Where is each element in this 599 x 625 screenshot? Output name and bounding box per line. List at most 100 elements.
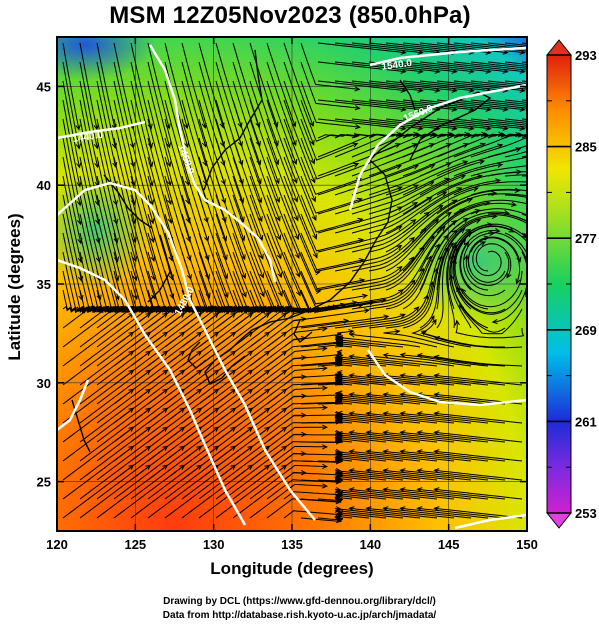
streamline-arrowhead [365, 449, 372, 455]
contour-1500 [57, 258, 247, 526]
streamline-arrowhead [459, 303, 465, 310]
streamline [130, 42, 152, 129]
streamline [317, 313, 405, 329]
streamline-arrowhead [295, 290, 301, 297]
streamline [338, 336, 387, 348]
streamline-arrowhead [183, 142, 189, 149]
streamline-arrowhead [396, 244, 403, 251]
streamline-arrowhead [399, 313, 406, 319]
streamline [249, 407, 327, 443]
streamline-arrowhead [258, 234, 264, 242]
streamline [113, 194, 137, 281]
streamline-arrowhead [291, 140, 297, 147]
streamline [419, 144, 503, 177]
streamline-arrowhead [497, 143, 504, 149]
streamline [317, 80, 406, 92]
streamline-arrowhead [277, 290, 283, 298]
streamline [461, 270, 523, 308]
streamline [96, 194, 119, 281]
streamline-arrowhead [586, 133, 591, 137]
streamline-arrowhead [354, 105, 361, 111]
streamline [385, 268, 438, 329]
streamline [349, 450, 438, 462]
streamline [385, 99, 474, 111]
streamline [198, 175, 228, 260]
streamline [400, 374, 489, 386]
streamline [504, 213, 527, 222]
streamline [283, 371, 342, 386]
streamline [366, 450, 455, 462]
contour-1540 [369, 46, 527, 67]
streamline [79, 156, 100, 244]
streamline [113, 156, 136, 243]
streamline-arrowhead [586, 160, 591, 164]
streamline [113, 99, 135, 186]
streamline-arrowhead [534, 204, 539, 208]
streamline [215, 99, 244, 185]
streamline [351, 164, 435, 196]
streamline-arrowhead [335, 411, 342, 417]
streamline [249, 42, 278, 127]
streamline [300, 80, 360, 128]
streamline [79, 213, 101, 300]
streamline-arrowhead [489, 230, 496, 236]
streamline [215, 156, 245, 241]
x-tick-label: 135 [281, 537, 303, 552]
streamline [181, 213, 210, 298]
streamline [436, 242, 454, 329]
streamline [383, 431, 472, 443]
streamline-arrowhead [462, 160, 469, 166]
streamline-arrowhead [496, 162, 504, 168]
streamline [147, 156, 173, 242]
streamline [317, 225, 402, 253]
streamline [349, 412, 438, 424]
streamline [283, 351, 342, 367]
contour-1520 [57, 379, 90, 431]
streamline-arrowhead [348, 373, 355, 379]
streamline [419, 202, 490, 253]
height-contours [57, 44, 527, 530]
streamline [434, 412, 523, 424]
streamline-arrowhead [186, 236, 191, 243]
streamline [402, 175, 482, 215]
streamline [113, 232, 140, 312]
streamline [181, 232, 213, 311]
streamline-arrowhead [336, 349, 343, 355]
streamline-arrowhead [382, 392, 389, 398]
colorbar: 253 261 269 277 285 293 [545, 39, 597, 529]
streamline-arrowhead [535, 133, 540, 137]
streamline [385, 244, 440, 310]
streamline [470, 165, 527, 177]
streamline-arrowhead [461, 287, 467, 294]
streamline [336, 470, 421, 481]
wind-streamlines [62, 42, 591, 524]
streamline-arrowhead [534, 153, 539, 157]
streamline [266, 213, 301, 296]
streamline [351, 196, 432, 234]
streamline [164, 232, 195, 311]
streamline [334, 165, 419, 196]
streamline-arrowhead [348, 354, 355, 360]
streamline [368, 219, 439, 272]
streamline [383, 507, 472, 519]
streamline [232, 232, 267, 313]
streamline-arrowhead [479, 159, 486, 165]
streamline-arrowhead [433, 468, 440, 474]
streamline [79, 232, 104, 313]
streamline-arrowhead [365, 411, 372, 417]
streamline [283, 309, 369, 329]
colorbar-tick-label: 269 [575, 323, 597, 338]
streamline [504, 134, 527, 139]
streamline [417, 431, 506, 443]
streamline-arrowhead [321, 365, 328, 372]
streamline [417, 354, 506, 367]
x-tick-label: 140 [359, 537, 381, 552]
streamline [400, 488, 489, 500]
streamline-arrowhead [75, 143, 81, 150]
streamline [383, 354, 472, 367]
streamline [96, 42, 116, 130]
streamline [470, 208, 527, 216]
streamline [96, 175, 119, 262]
streamline-arrowhead [167, 199, 173, 206]
